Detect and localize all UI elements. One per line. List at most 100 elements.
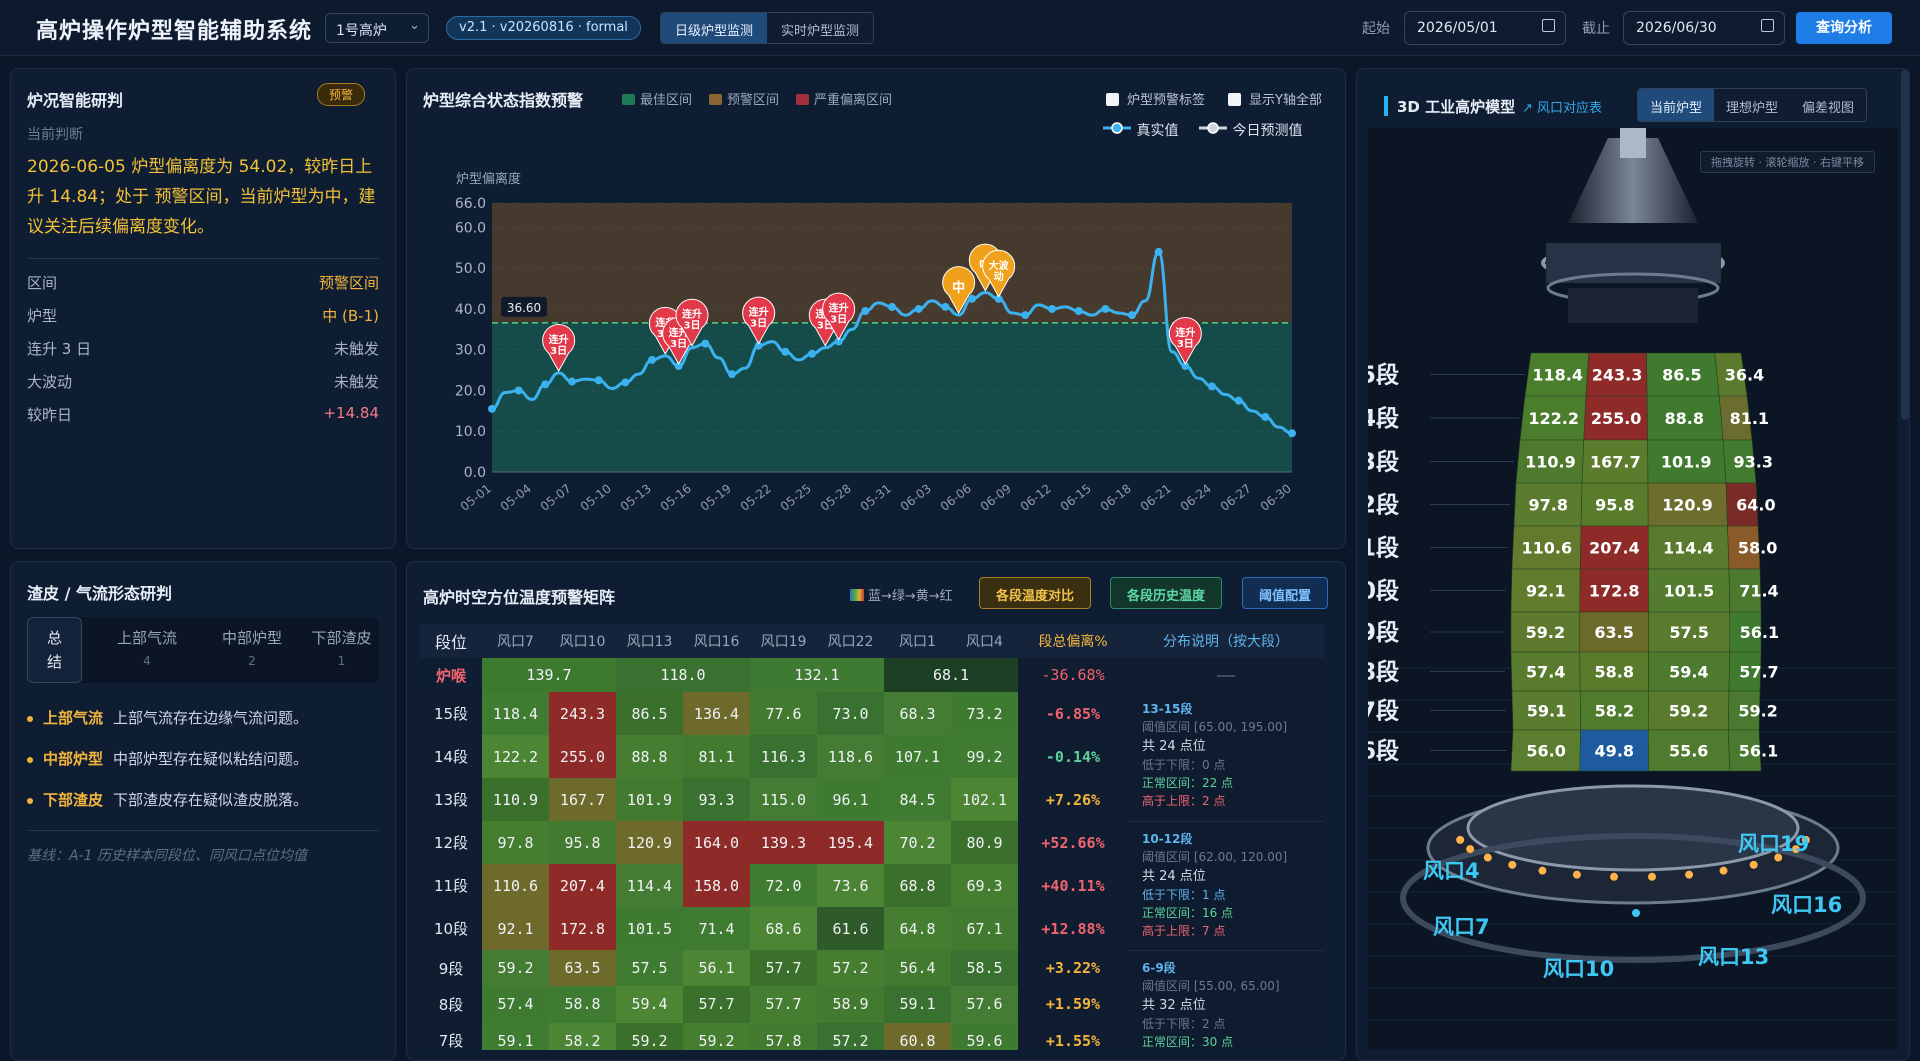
temperature-cell[interactable]: 60.8	[884, 1022, 951, 1050]
temperature-cell[interactable]: 118.6	[817, 735, 884, 778]
temperature-cell[interactable]: 77.6	[750, 692, 817, 735]
calendar-icon[interactable]	[1761, 19, 1774, 32]
temperature-cell[interactable]: 101.9	[616, 778, 683, 821]
temperature-cell[interactable]: 73.6	[817, 864, 884, 907]
temperature-cell[interactable]: 69.3	[951, 864, 1018, 907]
temperature-cell[interactable]: 110.6	[482, 864, 549, 907]
temperature-cell[interactable]: 59.2	[683, 1022, 750, 1050]
temperature-cell[interactable]: 116.3	[750, 735, 817, 778]
tab-ideal-profile[interactable]: 理想炉型	[1714, 89, 1791, 121]
temperature-cell[interactable]: 73.0	[817, 692, 884, 735]
temperature-cell[interactable]: 122.2	[482, 735, 549, 778]
temperature-cell[interactable]: 57.6	[951, 986, 1018, 1023]
temperature-cell[interactable]: 81.1	[683, 735, 750, 778]
tab-upper-airflow[interactable]: 上部气流 4	[97, 617, 197, 683]
temperature-cell[interactable]: 110.9	[482, 778, 549, 821]
temperature-cell[interactable]: 58.8	[549, 986, 616, 1023]
temperature-cell[interactable]: 102.1	[951, 778, 1018, 821]
temperature-cell[interactable]: 96.1	[817, 778, 884, 821]
show-y-axis-checkbox[interactable]: 显示Y轴全部	[1228, 89, 1322, 108]
furnace-3d-model[interactable]: 118.4 243.3 86.5 36.4 5段 122.2 255.0 88.8 81.1 4段…	[1368, 128, 1898, 1050]
segment-compare-button[interactable]: 各段温度对比	[979, 577, 1092, 609]
temperature-cell[interactable]: 57.5	[616, 950, 683, 987]
temperature-cell[interactable]: 114.4	[616, 864, 683, 907]
temperature-cell[interactable]: 139.3	[750, 821, 817, 864]
temperature-cell[interactable]: 107.1	[884, 735, 951, 778]
temperature-cell[interactable]: 88.8	[616, 735, 683, 778]
temperature-cell[interactable]: 57.7	[750, 950, 817, 987]
query-button[interactable]: 查询分析	[1796, 12, 1892, 44]
temperature-cell[interactable]: 59.6	[951, 1022, 1018, 1050]
temperature-cell[interactable]: 59.2	[616, 1022, 683, 1050]
temperature-cell[interactable]: 93.3	[683, 778, 750, 821]
tab-middle-profile[interactable]: 中部炉型 2	[202, 617, 302, 683]
temperature-cell[interactable]: 58.9	[817, 986, 884, 1023]
temperature-cell[interactable]: 56.4	[884, 950, 951, 987]
cell-value: 172.8	[1589, 582, 1640, 601]
temperature-cell[interactable]: 61.6	[817, 907, 884, 950]
checkbox-icon[interactable]	[1106, 93, 1119, 106]
temperature-cell[interactable]: 56.1	[683, 950, 750, 987]
temperature-cell[interactable]: 70.2	[884, 821, 951, 864]
temperature-cell[interactable]: 68.3	[884, 692, 951, 735]
tuyere-map-link[interactable]: ↗ 风口对应表	[1522, 97, 1602, 116]
temperature-cell[interactable]: 72.0	[750, 864, 817, 907]
tab-realtime[interactable]: 实时炉型监测	[767, 13, 874, 43]
temperature-cell[interactable]: 68.6	[750, 907, 817, 950]
temperature-cell[interactable]: 67.1	[951, 907, 1018, 950]
temperature-cell[interactable]: 120.9	[616, 821, 683, 864]
temperature-cell[interactable]: 58.5	[951, 950, 1018, 987]
temperature-cell[interactable]: 95.8	[549, 821, 616, 864]
temperature-cell[interactable]: 57.7	[683, 986, 750, 1023]
temperature-cell[interactable]: 59.2	[482, 950, 549, 987]
temperature-cell[interactable]: 195.4	[817, 821, 884, 864]
temperature-cell[interactable]: 207.4	[549, 864, 616, 907]
matrix-scroll[interactable]: 段位 风口7 风口10 风口13 风口16 风口19 风口22 风口1 风口4 段总偏离% 分布说明…	[420, 624, 1332, 1050]
temperature-cell[interactable]: 84.5	[884, 778, 951, 821]
temperature-cell[interactable]: 158.0	[683, 864, 750, 907]
temperature-cell[interactable]: 57.8	[750, 1022, 817, 1050]
temperature-cell[interactable]: 99.2	[951, 735, 1018, 778]
temperature-cell[interactable]: 101.5	[616, 907, 683, 950]
tab-summary[interactable]: 总结	[27, 617, 82, 683]
temperature-cell[interactable]: 136.4	[683, 692, 750, 735]
temperature-cell[interactable]: 57.2	[817, 1022, 884, 1050]
temperature-cell[interactable]: 59.1	[884, 986, 951, 1023]
furnace-select[interactable]: 1号高炉 ⌄	[325, 13, 429, 43]
temperature-cell[interactable]: 86.5	[616, 692, 683, 735]
segment-history-button[interactable]: 各段历史温度	[1110, 577, 1223, 609]
temperature-cell[interactable]: 68.8	[884, 864, 951, 907]
temperature-cell[interactable]: 57.4	[482, 986, 549, 1023]
temperature-cell[interactable]: 167.7	[549, 778, 616, 821]
temperature-cell[interactable]: 164.0	[683, 821, 750, 864]
temperature-cell[interactable]: 118.4	[482, 692, 549, 735]
temperature-cell[interactable]: 58.2	[549, 1022, 616, 1050]
end-date-input[interactable]: 2026/06/30	[1623, 11, 1785, 45]
temperature-cell[interactable]: 71.4	[683, 907, 750, 950]
tab-lower-slag[interactable]: 下部渣皮 1	[299, 617, 384, 683]
temperature-cell[interactable]: 243.3	[549, 692, 616, 735]
temperature-cell[interactable]: 255.0	[549, 735, 616, 778]
temperature-cell[interactable]: 80.9	[951, 821, 1018, 864]
temperature-cell[interactable]: 115.0	[750, 778, 817, 821]
temperature-cell[interactable]: 63.5	[549, 950, 616, 987]
threshold-config-button[interactable]: 阈值配置	[1242, 577, 1329, 609]
tab-daily[interactable]: 日级炉型监测	[661, 13, 768, 43]
temperature-cell[interactable]: 59.1	[482, 1022, 549, 1050]
temperature-cell[interactable]: 97.8	[482, 821, 549, 864]
tab-current-profile[interactable]: 当前炉型	[1638, 89, 1715, 121]
checkbox-icon[interactable]	[1228, 93, 1241, 106]
calendar-icon[interactable]	[1542, 19, 1555, 32]
temperature-cell[interactable]: 59.4	[616, 986, 683, 1023]
warning-label-checkbox[interactable]: 炉型预警标签	[1106, 89, 1205, 108]
temperature-cell[interactable]: 92.1	[482, 907, 549, 950]
tuyere-label: 风口19	[1738, 832, 1809, 856]
temperature-cell[interactable]: 172.8	[549, 907, 616, 950]
temperature-cell[interactable]: 57.7	[750, 986, 817, 1023]
temperature-cell[interactable]: 57.2	[817, 950, 884, 987]
temperature-cell[interactable]: 73.2	[951, 692, 1018, 735]
scrollbar[interactable]	[1901, 70, 1909, 420]
start-date-input[interactable]: 2026/05/01	[1404, 11, 1566, 45]
tab-deviation-view[interactable]: 偏差视图	[1790, 89, 1867, 121]
temperature-cell[interactable]: 64.8	[884, 907, 951, 950]
